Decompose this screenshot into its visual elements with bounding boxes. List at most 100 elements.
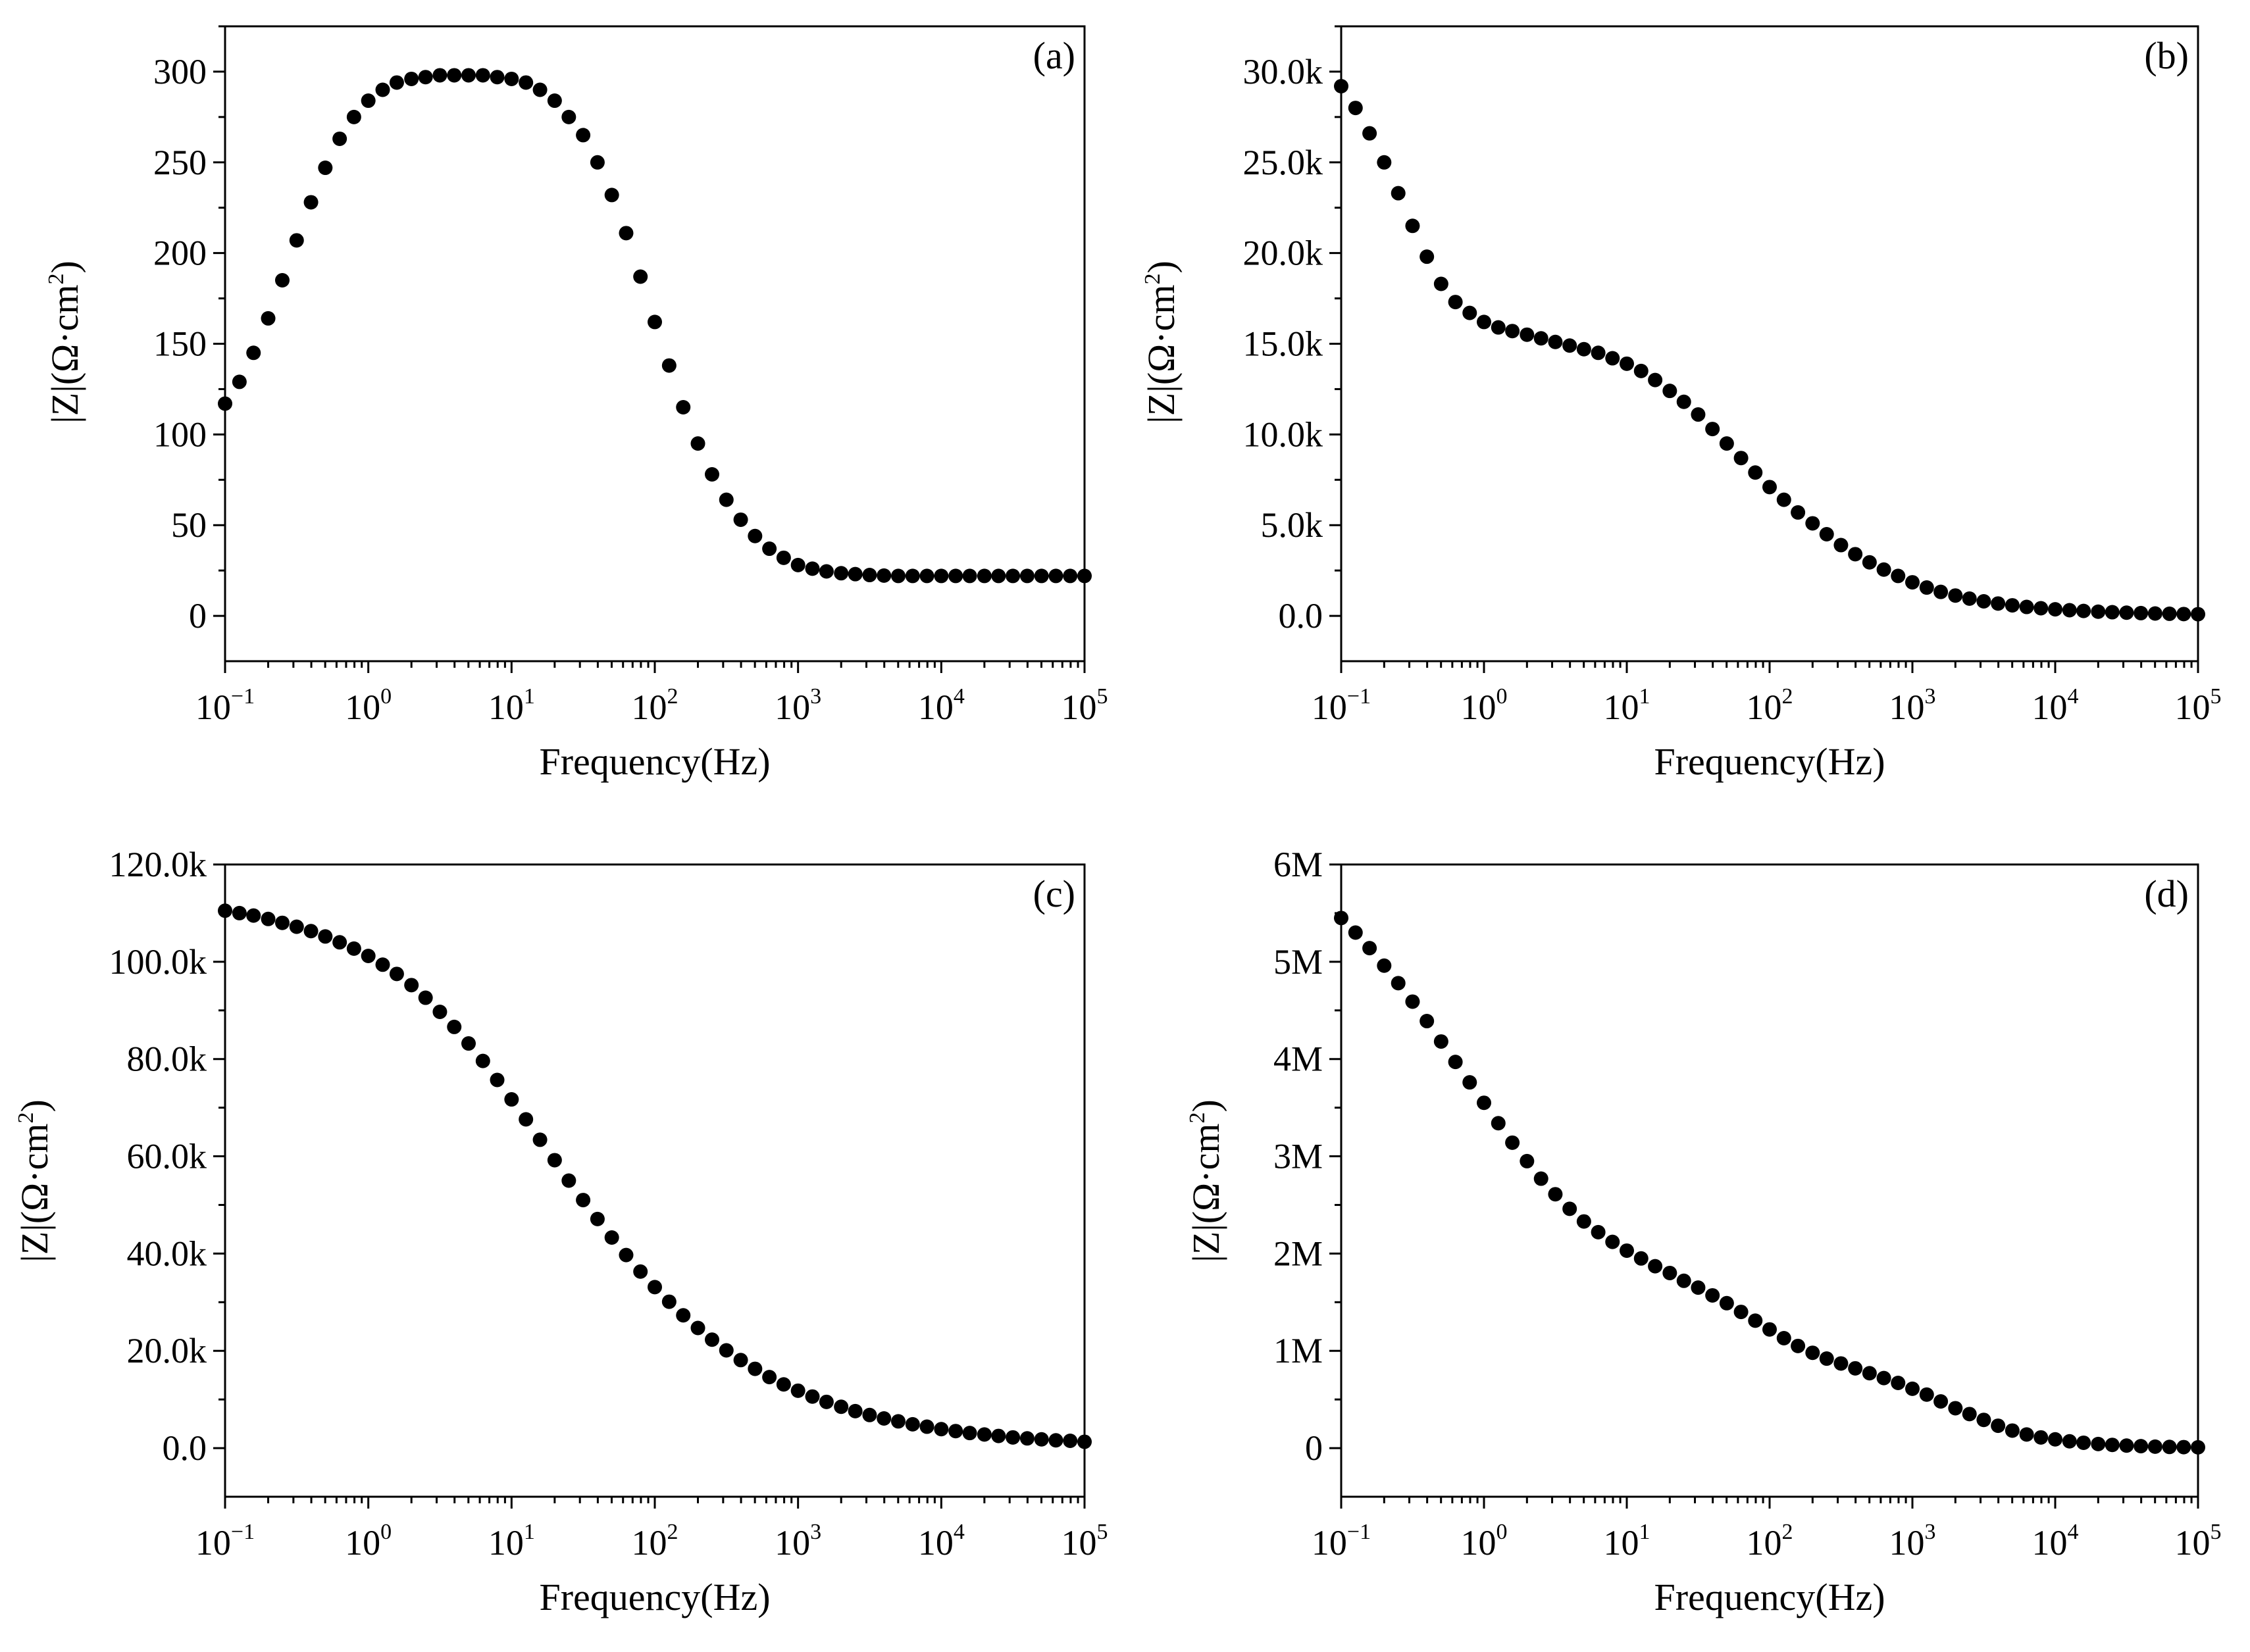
x-tick-label: 102 xyxy=(1747,1520,1793,1563)
data-point xyxy=(2162,606,2177,621)
data-point xyxy=(1648,1259,1663,1274)
data-point xyxy=(232,905,247,920)
data-point xyxy=(977,1427,992,1442)
x-tick-base: 10 xyxy=(632,1523,667,1563)
data-point xyxy=(2091,1436,2106,1451)
x-tick-exponent: −1 xyxy=(231,1520,255,1544)
data-point xyxy=(2105,605,2120,620)
data-point xyxy=(2019,1427,2034,1442)
x-tick-label: 101 xyxy=(1604,1520,1650,1563)
data-point xyxy=(246,908,261,923)
x-tick-label: 100 xyxy=(1461,684,1508,727)
x-tick-exponent: −1 xyxy=(231,684,255,709)
data-point xyxy=(733,1353,748,1368)
data-point xyxy=(289,233,304,248)
data-point xyxy=(1833,1356,1849,1371)
data-point xyxy=(346,941,361,956)
data-point xyxy=(1633,363,1649,378)
y-tick-label: 120.0k xyxy=(109,845,207,884)
data-point xyxy=(1048,1433,1063,1448)
x-tick-exponent: 0 xyxy=(380,1520,392,1544)
data-point xyxy=(1862,1366,1877,1381)
data-point xyxy=(404,978,419,993)
data-point xyxy=(332,935,347,950)
y-tick-label: 20.0k xyxy=(127,1331,207,1370)
data-point xyxy=(532,82,548,97)
data-point xyxy=(404,71,419,86)
data-point xyxy=(1605,1234,1620,1249)
data-point xyxy=(2134,1439,2149,1454)
data-point xyxy=(1591,345,1606,361)
data-point xyxy=(447,68,462,83)
data-point xyxy=(318,161,333,176)
data-series xyxy=(218,903,1092,1449)
data-point xyxy=(504,1092,519,1107)
data-point xyxy=(475,68,490,83)
data-point xyxy=(1533,331,1548,346)
data-point xyxy=(1591,1224,1606,1239)
data-point xyxy=(432,1004,447,1019)
data-point xyxy=(375,957,390,972)
data-point xyxy=(332,131,347,146)
x-tick-base: 10 xyxy=(632,688,667,727)
data-point xyxy=(1748,1313,1763,1328)
data-point xyxy=(2005,598,2020,613)
data-point xyxy=(977,568,992,584)
y-axis-title: |Z|(Ω·cm2) xyxy=(1140,261,1183,424)
data-point xyxy=(834,1399,849,1414)
panel-label: (d) xyxy=(2144,872,2189,915)
x-tick-exponent: 4 xyxy=(954,684,965,709)
y-tick-label: 0 xyxy=(189,596,207,636)
y-tick-label: 5.0k xyxy=(1261,505,1323,545)
data-point xyxy=(1862,555,1877,570)
data-point xyxy=(1034,1432,1049,1447)
data-point xyxy=(719,1343,734,1358)
data-point xyxy=(1933,584,1949,599)
data-point xyxy=(1762,480,1777,495)
x-tick-base: 10 xyxy=(1461,688,1496,727)
data-point xyxy=(1948,588,1963,603)
data-point xyxy=(1948,1401,1963,1416)
data-point xyxy=(1762,1322,1777,1337)
data-point xyxy=(418,990,433,1005)
data-point xyxy=(1477,1095,1491,1111)
plot-frame xyxy=(224,863,1086,1498)
data-point xyxy=(1377,958,1392,973)
data-point xyxy=(690,436,705,451)
panel-label: (c) xyxy=(1033,872,1075,915)
data-point xyxy=(1919,1387,1934,1402)
y-tick-label: 5M xyxy=(1273,942,1323,982)
x-tick-exponent: 5 xyxy=(1097,1520,1108,1544)
data-point xyxy=(1548,334,1563,349)
y-tick-label: 6M xyxy=(1273,845,1323,884)
data-point xyxy=(289,919,304,934)
data-point xyxy=(1006,568,1021,584)
data-point xyxy=(819,564,834,579)
data-point xyxy=(590,1211,605,1226)
data-point xyxy=(1520,327,1535,342)
data-point xyxy=(532,1132,548,1147)
x-tick-base: 10 xyxy=(195,688,231,727)
data-point xyxy=(1505,324,1520,339)
x-tick-exponent: 3 xyxy=(1925,684,1936,709)
data-point xyxy=(432,68,447,83)
y-tick-label: 1M xyxy=(1273,1331,1323,1370)
data-point xyxy=(389,75,404,90)
data-point xyxy=(919,1419,934,1434)
data-point xyxy=(1448,295,1463,310)
data-point xyxy=(1662,384,1677,399)
x-tick-exponent: 4 xyxy=(2068,684,2079,709)
data-point xyxy=(991,1428,1006,1443)
x-tick-base: 10 xyxy=(1061,1523,1097,1563)
data-point xyxy=(834,566,849,581)
data-point xyxy=(776,550,791,565)
data-point xyxy=(561,109,576,124)
data-point xyxy=(877,1411,892,1426)
x-tick-exponent: 2 xyxy=(1782,1520,1793,1544)
x-tick-exponent: 4 xyxy=(954,1520,965,1544)
x-tick-base: 10 xyxy=(1747,1523,1782,1563)
y-tick-label: 80.0k xyxy=(127,1039,207,1079)
data-point xyxy=(218,396,232,411)
data-point xyxy=(604,188,619,203)
data-point xyxy=(1019,568,1035,584)
